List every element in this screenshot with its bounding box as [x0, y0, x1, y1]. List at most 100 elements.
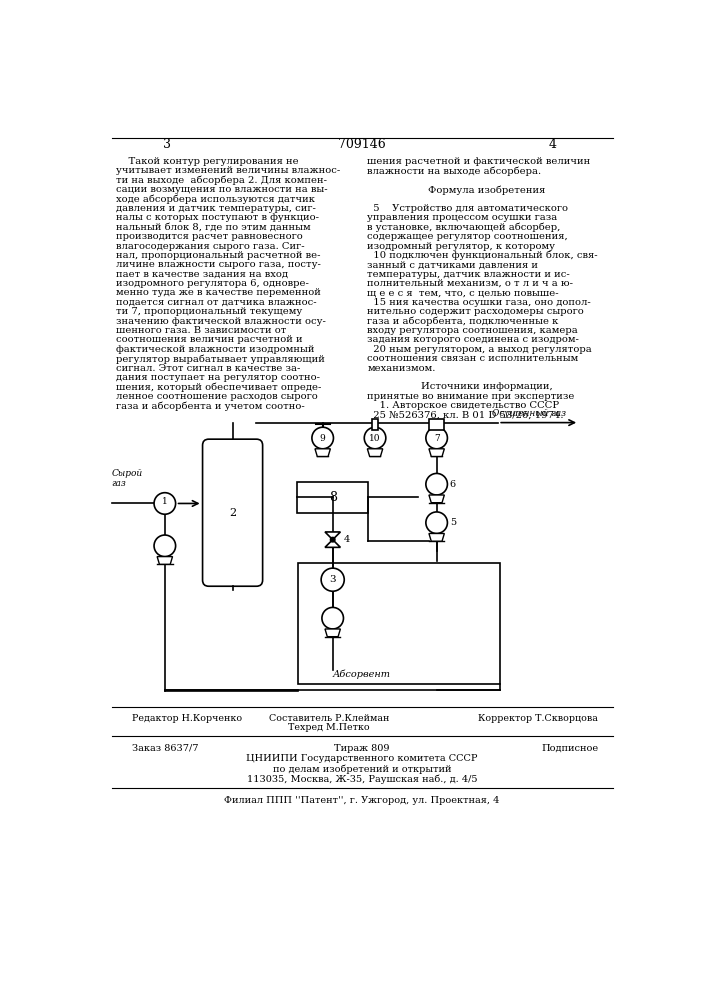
Text: Абсорвент: Абсорвент — [333, 670, 391, 679]
Text: газа и абсорбента и учетом соотно-: газа и абсорбента и учетом соотно- — [115, 401, 304, 411]
Text: шения, который обеспечивает опреде-: шения, который обеспечивает опреде- — [115, 382, 321, 392]
Text: фактической влажности изодромный: фактической влажности изодромный — [115, 345, 314, 354]
Text: нальный блок 8, где по этим данным: нальный блок 8, где по этим данным — [115, 223, 310, 232]
Text: пает в качестве задания на вход: пает в качестве задания на вход — [115, 270, 288, 279]
Polygon shape — [157, 557, 173, 564]
Text: подается сигнал от датчика влажнос-: подается сигнал от датчика влажнос- — [115, 298, 316, 307]
Text: механизмом.: механизмом. — [368, 364, 436, 373]
Text: Редактор Н.Корченко: Редактор Н.Корченко — [132, 714, 243, 723]
Text: 709146: 709146 — [338, 138, 386, 151]
Text: Составитель Р.Клейман: Составитель Р.Клейман — [269, 714, 389, 723]
Text: ходе абсорбера используются датчик: ходе абсорбера используются датчик — [115, 195, 315, 204]
Text: ЦНИИПИ Государственного комитета СССР: ЦНИИПИ Государственного комитета СССР — [246, 754, 478, 763]
Text: менно туда же в качестве переменной: менно туда же в качестве переменной — [115, 288, 320, 297]
Text: 20 ным регулятором, а выход регулятора: 20 ным регулятором, а выход регулятора — [368, 345, 592, 354]
Text: давления и датчик температуры, сиг-: давления и датчик температуры, сиг- — [115, 204, 315, 213]
Text: 8: 8 — [329, 491, 337, 504]
Text: 5: 5 — [450, 518, 456, 527]
Circle shape — [321, 568, 344, 591]
Text: Осушенный газ: Осушенный газ — [492, 409, 566, 418]
Polygon shape — [325, 532, 340, 540]
Text: задания которого соединена с изодром-: задания которого соединена с изодром- — [368, 335, 579, 344]
Text: Подписное: Подписное — [542, 744, 598, 753]
Circle shape — [426, 473, 448, 495]
Polygon shape — [368, 449, 382, 456]
Polygon shape — [315, 449, 330, 456]
Circle shape — [330, 537, 335, 542]
Circle shape — [426, 427, 448, 449]
Polygon shape — [429, 449, 444, 456]
Text: содержащее регулятор соотношения,: содержащее регулятор соотношения, — [368, 232, 568, 241]
Text: 10: 10 — [369, 434, 381, 443]
Text: соотношения величин расчетной и: соотношения величин расчетной и — [115, 335, 302, 344]
Circle shape — [364, 427, 386, 449]
Text: ти 7, пропорциональный текущему: ти 7, пропорциональный текущему — [115, 307, 302, 316]
Text: производится расчет равновесного: производится расчет равновесного — [115, 232, 303, 241]
Bar — [297, 482, 368, 513]
Text: Филиал ППП ''Патент'', г. Ужгород, ул. Проектная, 4: Филиал ППП ''Патент'', г. Ужгород, ул. П… — [224, 796, 500, 805]
Text: нительно содержит расходомеры сырого: нительно содержит расходомеры сырого — [368, 307, 584, 316]
Text: Техред М.Петко: Техред М.Петко — [288, 723, 370, 732]
Text: 7: 7 — [434, 434, 440, 443]
Text: занный с датчиками давления и: занный с датчиками давления и — [368, 260, 538, 269]
Text: Тираж 809: Тираж 809 — [334, 744, 390, 753]
Circle shape — [154, 535, 175, 557]
Bar — [429, 419, 444, 430]
Text: влажности на выходе абсорбера.: влажности на выходе абсорбера. — [368, 166, 542, 176]
Text: в установке, включающей абсорбер,: в установке, включающей абсорбер, — [368, 223, 561, 232]
Polygon shape — [325, 629, 340, 637]
Text: входу регулятора соотношения, камера: входу регулятора соотношения, камера — [368, 326, 578, 335]
Polygon shape — [325, 540, 340, 547]
Polygon shape — [429, 495, 444, 503]
Text: газа и абсорбента, подключенные к: газа и абсорбента, подключенные к — [368, 317, 559, 326]
Text: 5    Устройство для автоматического: 5 Устройство для автоматического — [368, 204, 568, 213]
Text: 15 ния качества осушки газа, оно допол-: 15 ния качества осушки газа, оно допол- — [368, 298, 591, 307]
Text: 4: 4 — [548, 138, 556, 151]
Text: Заказ 8637/7: Заказ 8637/7 — [132, 744, 199, 753]
Polygon shape — [429, 533, 444, 541]
Text: 3: 3 — [329, 575, 336, 584]
Text: дания поступает на регулятор соотно-: дания поступает на регулятор соотно- — [115, 373, 320, 382]
Text: щ е е с я  тем, что, с целью повыше-: щ е е с я тем, что, с целью повыше- — [368, 288, 559, 297]
Text: сигнал. Этот сигнал в качестве за-: сигнал. Этот сигнал в качестве за- — [115, 364, 300, 373]
Text: ти на выходе  абсорбера 2. Для компен-: ти на выходе абсорбера 2. Для компен- — [115, 176, 327, 185]
Text: по делам изобретений и открытий: по делам изобретений и открытий — [273, 764, 451, 774]
Text: управления процессом осушки газа: управления процессом осушки газа — [368, 213, 558, 222]
FancyBboxPatch shape — [203, 439, 262, 586]
Text: нал, пропорциональный расчетной ве-: нал, пропорциональный расчетной ве- — [115, 251, 320, 260]
Text: изодромный регулятор, к которому: изодромный регулятор, к которому — [368, 242, 555, 251]
Text: принятые во внимание при экспертизе: принятые во внимание при экспертизе — [368, 392, 575, 401]
Text: 4: 4 — [344, 535, 350, 544]
Text: ленное соотношение расходов сырого: ленное соотношение расходов сырого — [115, 392, 317, 401]
Text: личине влажности сырого газа, посту-: личине влажности сырого газа, посту- — [115, 260, 320, 269]
Text: значению фактической влажности осу-: значению фактической влажности осу- — [115, 317, 325, 326]
Text: налы с которых поступают в функцио-: налы с которых поступают в функцио- — [115, 213, 319, 222]
Text: 9: 9 — [320, 434, 325, 443]
Bar — [298, 563, 500, 684]
Text: соотношения связан с исполнительным: соотношения связан с исполнительным — [368, 354, 578, 363]
Text: изодромного регулятора 6, одновре-: изодромного регулятора 6, одновре- — [115, 279, 308, 288]
Text: Корректор Т.Скворцова: Корректор Т.Скворцова — [479, 714, 598, 723]
Text: Сырой
газ: Сырой газ — [112, 469, 143, 488]
Text: 10 подключен функциональный блок, свя-: 10 подключен функциональный блок, свя- — [368, 251, 598, 260]
Text: учитывает изменений величины влажнос-: учитывает изменений величины влажнос- — [115, 166, 340, 175]
Bar — [372, 419, 378, 430]
Text: 3: 3 — [163, 138, 171, 151]
Circle shape — [322, 607, 344, 629]
Text: 6: 6 — [450, 480, 456, 489]
Text: шения расчетной и фактической величин: шения расчетной и фактической величин — [368, 157, 590, 166]
Text: 1: 1 — [162, 497, 168, 506]
Text: 113035, Москва, Ж-35, Раушская наб., д. 4/5: 113035, Москва, Ж-35, Раушская наб., д. … — [247, 774, 477, 784]
Text: температуры, датчик влажности и ис-: температуры, датчик влажности и ис- — [368, 270, 570, 279]
Text: Источники информации,: Источники информации, — [421, 382, 553, 391]
Text: Формула изобретения: Формула изобретения — [428, 185, 545, 195]
Text: сации возмущения по влажности на вы-: сации возмущения по влажности на вы- — [115, 185, 327, 194]
Text: полнительный механизм, о т л и ч а ю-: полнительный механизм, о т л и ч а ю- — [368, 279, 573, 288]
Circle shape — [154, 493, 175, 514]
Text: Такой контур регулирования не: Такой контур регулирования не — [115, 157, 298, 166]
Text: 1. Авторское свидетельство СССР: 1. Авторское свидетельство СССР — [368, 401, 559, 410]
Circle shape — [426, 512, 448, 533]
Text: 2: 2 — [229, 508, 236, 518]
Text: регулятор вырабатывает управляющий: регулятор вырабатывает управляющий — [115, 354, 325, 364]
Text: 25 №526376, кл. В 01 D 53/26, 1974.: 25 №526376, кл. В 01 D 53/26, 1974. — [368, 411, 564, 420]
